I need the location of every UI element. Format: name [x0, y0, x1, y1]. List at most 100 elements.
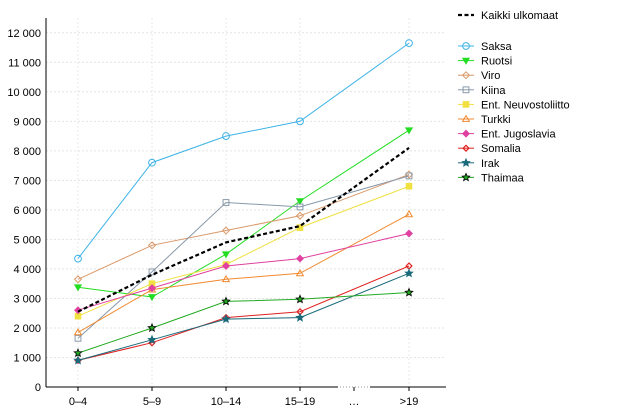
y-tick-label: 2 000: [13, 323, 41, 335]
legend-entry: Turkki: [458, 114, 511, 126]
data-point-marker: [405, 182, 413, 190]
data-point-marker: [222, 199, 230, 206]
legend-entry: Ent. Neuvostoliitto: [458, 99, 570, 111]
data-point-marker: [74, 254, 82, 263]
data-point-marker: [221, 296, 231, 306]
data-point-marker: [73, 355, 83, 365]
data-point-marker: [222, 132, 230, 140]
series-line: [77, 129, 410, 298]
y-tick-label: 10 000: [7, 87, 41, 99]
x-tick-label: 0–4: [69, 396, 87, 408]
legend: Kaikki ulkomaat Saksa Ruotsi Viro Kiina Ent. …: [458, 10, 570, 184]
legend-label: Viro: [481, 70, 500, 82]
data-point-marker: [295, 211, 305, 220]
legend-entry: Saksa: [458, 41, 512, 53]
data-point-marker: [461, 114, 471, 122]
x-tick-label: 10–14: [211, 396, 242, 408]
data-point-marker: [462, 86, 470, 94]
data-point-marker: [147, 322, 157, 333]
data-point-marker: [295, 268, 305, 277]
y-tick-label: 5 000: [13, 234, 41, 246]
data-point-marker: [73, 284, 83, 292]
data-point-marker: [405, 229, 413, 238]
legend-label: Ent. Neuvostoliitto: [481, 99, 570, 111]
y-tick-label: 3 000: [13, 293, 41, 305]
y-tick-label: 6 000: [13, 205, 41, 217]
legend-entry: Irak: [458, 157, 500, 170]
series-line: [77, 174, 410, 280]
y-tick-label: 12 000: [7, 28, 41, 40]
data-point-marker: [222, 262, 230, 270]
data-point-marker: [147, 294, 157, 302]
axes: 0 1 000 2 000 3 000 4 000 5 000 6 000 7 000 8 00…: [7, 18, 446, 408]
data-point-marker: [295, 198, 305, 206]
data-point-marker: [405, 172, 413, 180]
series-ruotsi: [73, 127, 414, 302]
grid-lines: [46, 18, 446, 387]
data-point-marker: [73, 275, 83, 284]
data-point-marker: [462, 42, 470, 50]
data-point-marker: [147, 334, 157, 344]
legend-label: Saksa: [481, 41, 512, 53]
data-point-marker: [404, 268, 414, 278]
series-thaimaa: [73, 287, 414, 358]
data-point-marker: [296, 117, 304, 126]
legend-entry: Thaimaa: [458, 172, 525, 184]
legend-label: Irak: [481, 158, 500, 170]
data-point-marker: [461, 172, 471, 182]
series-kaikki-ulkomaat: [77, 147, 410, 313]
data-point-marker: [148, 268, 156, 276]
y-tick-label: 7 000: [13, 175, 41, 187]
series-line: [77, 292, 410, 354]
series-line: [77, 185, 410, 317]
legend-entry: Ruotsi: [458, 56, 512, 68]
legend-label: Kiina: [481, 85, 506, 97]
legend-entry: Kaikki ulkomaat: [458, 10, 558, 22]
y-tick-label: 9 000: [13, 116, 41, 128]
series-line: [77, 147, 410, 313]
series-ent-jugoslavia: [74, 229, 413, 315]
data-point-marker: [461, 71, 471, 80]
y-tick-label: 4 000: [13, 264, 41, 276]
data-point-marker: [147, 241, 157, 250]
legend-label: Kaikki ulkomaat: [481, 10, 558, 22]
legend-label: Turkki: [481, 114, 511, 126]
data-point-marker: [221, 274, 231, 283]
y-tick-label: 8 000: [13, 146, 41, 158]
series-saksa: [74, 39, 413, 263]
data-point-marker: [148, 158, 156, 167]
series-line: [77, 175, 410, 339]
data-point-marker: [404, 127, 414, 135]
legend-label: Somalia: [481, 143, 522, 155]
x-tick-label: 15–19: [285, 396, 316, 408]
data-point-marker: [74, 334, 82, 342]
data-point-marker: [221, 251, 231, 259]
data-point-marker: [295, 312, 305, 322]
legend-label: Thaimaa: [481, 172, 525, 184]
x-tick-label: …: [349, 396, 360, 408]
data-point-marker: [462, 101, 470, 108]
x-tick-label: >19: [400, 396, 419, 408]
legend-label: Ruotsi: [481, 56, 512, 68]
y-tick-label: 11 000: [8, 57, 41, 69]
x-tick-label: 5–9: [143, 396, 161, 408]
data-point-marker: [461, 157, 471, 167]
data-point-marker: [295, 294, 305, 304]
data-point-marker: [221, 314, 231, 324]
data-point-marker: [461, 57, 471, 65]
series-line: [77, 42, 410, 259]
series-lines: [73, 39, 414, 365]
data-point-marker: [296, 203, 304, 211]
legend-entry: Ent. Jugoslavia: [458, 129, 556, 141]
data-point-marker: [405, 39, 413, 47]
legend-entry: Viro: [458, 70, 500, 82]
legend-entry: Somalia: [458, 143, 522, 155]
y-tick-label: 1 000: [13, 352, 41, 364]
legend-label: Ent. Jugoslavia: [481, 129, 556, 141]
data-point-marker: [462, 144, 470, 152]
data-point-marker: [404, 209, 414, 218]
data-point-marker: [462, 129, 470, 138]
data-point-marker: [221, 226, 231, 235]
data-point-marker: [73, 327, 83, 336]
